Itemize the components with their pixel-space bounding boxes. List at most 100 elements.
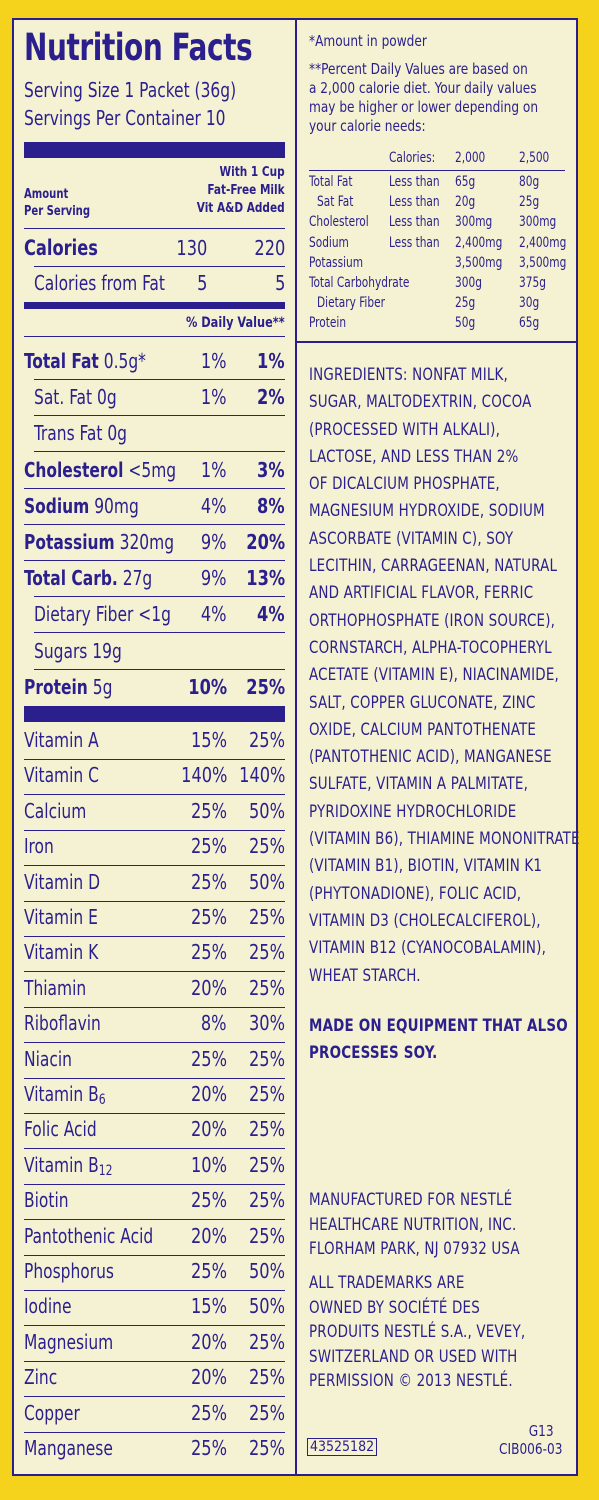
nutrient-dv-2: 25% — [246, 675, 285, 699]
vitamin-dv-1: 25% — [191, 870, 227, 894]
vitamin-dv-2: 140% — [238, 763, 285, 787]
text-line: PERMISSION © 2013 NESTLÉ. — [309, 1371, 513, 1391]
nutrient-label: Total Carb. 27g — [24, 566, 152, 590]
vitamin-label: Vitamin E — [24, 905, 98, 929]
row-divider — [24, 1078, 285, 1079]
row-divider — [24, 1007, 285, 1008]
daily-value-header: % Daily Value** — [186, 315, 285, 331]
vitamin-dv-2: 25% — [249, 1188, 285, 1212]
servings-per-container: Servings Per Container 10 — [24, 106, 226, 130]
row-divider — [24, 1184, 285, 1185]
nutrient-dv-1: 10% — [188, 675, 227, 699]
row-divider — [24, 936, 285, 937]
vitamin-dv-2: 25% — [249, 834, 285, 858]
vitamin-dv-2: 25% — [249, 1082, 285, 1106]
vitamin-dv-2: 25% — [249, 976, 285, 1000]
row-divider — [24, 1432, 285, 1433]
dv-nutrient: Sat Fat — [317, 194, 354, 211]
vitamin-label: Folic Acid — [24, 1117, 97, 1141]
nutrient-dv-1: 9% — [201, 530, 227, 554]
nutrient-dv-2: 20% — [246, 530, 285, 554]
dv-2000: 50g — [455, 315, 476, 332]
text-line: PYRIDOXINE HYDROCHLORIDE — [309, 801, 517, 822]
thick-bar-3 — [24, 706, 285, 722]
vitamin-label: Copper — [24, 1401, 80, 1425]
footnote-amount: *Amount in powder — [309, 32, 427, 50]
vitamin-label: Vitamin B6 — [24, 1082, 106, 1108]
nutrient-dv-1: 4% — [201, 602, 227, 626]
dv-2500: 65g — [519, 315, 540, 332]
nutrient-label: Protein 5g — [24, 675, 112, 699]
nutrient-dv-1: 4% — [201, 494, 227, 518]
vitamin-dv-1: 15% — [191, 1294, 227, 1318]
nutrient-amount: 27g — [117, 566, 153, 590]
ingredients-text: INGREDIENTS: NONFAT MILK, SUGAR, MALTODEX… — [309, 362, 580, 990]
nutrient-name: Total Carb. — [24, 566, 118, 590]
vitamin-label: Vitamin D — [24, 870, 101, 894]
row-divider — [24, 865, 285, 866]
vitamin-dv-1: 15% — [191, 728, 227, 752]
vitamin-dv-1: 25% — [191, 1047, 227, 1071]
nutrient-dv-1: 1% — [201, 349, 227, 373]
code-g13: G13 — [529, 1422, 554, 1440]
dv-2000: 2,400mg — [455, 234, 503, 251]
row-divider — [24, 1290, 285, 1291]
row-divider — [24, 1325, 285, 1326]
vitamin-dv-1: 20% — [191, 976, 227, 1000]
vitamin-dv-1: 25% — [191, 834, 227, 858]
text-line: HEALTHCARE NUTRITION, INC. — [309, 1214, 517, 1235]
text-line: OXIDE, CALCIUM PANTOTHENATE — [309, 719, 537, 740]
dv-limit: Less than — [389, 174, 440, 190]
row-divider — [34, 669, 285, 670]
nutrition-facts-column: Nutrition Facts Serving Size 1 Packet (3… — [14, 20, 297, 1474]
vitamin-label: Calcium — [24, 799, 87, 823]
nutrient-label: Sat. Fat 0g — [34, 385, 117, 409]
allergen-statement: MADE ON EQUIPMENT THAT ALSO PROCESSES SOY… — [309, 1013, 568, 1068]
nutrient-amount: <5mg — [123, 458, 177, 482]
text-line: SULFATE, VITAMIN A PALMITATE, — [309, 774, 529, 795]
vitamin-label: Magnesium — [24, 1330, 114, 1354]
text-line: PROCESSES SOY. — [309, 1043, 438, 1064]
nutrient-label: Dietary Fiber <1g — [34, 602, 171, 626]
dv-nutrient: Dietary Fiber — [317, 295, 385, 312]
calories-fat-value-1: 5 — [196, 271, 207, 295]
vitamin-dv-2: 50% — [249, 1294, 285, 1318]
text-line: ORTHOPHOSPHATE (IRON SOURCE), — [309, 610, 556, 631]
vitamin-dv-1: 25% — [191, 1436, 227, 1460]
vitamin-dv-1: 20% — [191, 1117, 227, 1141]
calories-value-2: 220 — [254, 236, 285, 260]
dv-nutrient: Cholesterol — [309, 214, 369, 231]
vitamin-label: Iodine — [24, 1294, 72, 1318]
vitamin-dv-2: 25% — [249, 905, 285, 929]
vitamin-dv-1: 20% — [191, 1224, 227, 1248]
text-line: MANUFACTURED FOR NESTLÉ — [309, 1190, 513, 1210]
vitamin-dv-1: 20% — [191, 1082, 227, 1106]
info-column: *Amount in powder **Percent Daily Values… — [297, 20, 580, 1474]
vitamin-dv-1: 10% — [191, 1153, 227, 1177]
row-divider — [24, 794, 285, 795]
row-divider — [24, 901, 285, 902]
nutrient-dv-2: 1% — [257, 349, 285, 373]
text-line: MAGNESIUM HYDROXIDE, SODIUM — [309, 501, 545, 522]
row-divider — [24, 759, 285, 760]
nutrient-name: Protein — [24, 675, 88, 699]
text-line: (VITAMIN B6), THIAMINE MONONITRATE — [309, 829, 580, 850]
row-divider — [24, 1042, 285, 1043]
text-line: VITAMIN D3 (CHOLECALCIFEROL), — [309, 910, 541, 931]
dv-limit: Less than — [389, 214, 440, 231]
nutrient-dv-2: 8% — [257, 494, 285, 518]
product-code-box: 43525182 — [307, 1438, 378, 1456]
text-line: ALL TRADEMARKS ARE — [309, 1273, 465, 1293]
row-divider — [34, 451, 285, 452]
dv-header-2500: 2,500 — [519, 150, 550, 166]
row-divider — [24, 971, 285, 972]
text-line: ASCORBATE (VITAMIN C), SOY — [309, 528, 514, 549]
dv-2000: 300mg — [455, 214, 493, 231]
vitamin-dv-2: 50% — [249, 870, 285, 894]
row-divider — [24, 524, 285, 525]
text-line: OWNED BY SOCIÉTÉ DES — [309, 1297, 480, 1318]
with-milk-header: With 1 Cup Fat-Free Milk Vit A&D Added — [197, 165, 285, 216]
row-divider — [24, 1361, 285, 1362]
dv-2000: 3,500mg — [455, 254, 503, 271]
nutrient-dv-2: 4% — [257, 602, 285, 626]
